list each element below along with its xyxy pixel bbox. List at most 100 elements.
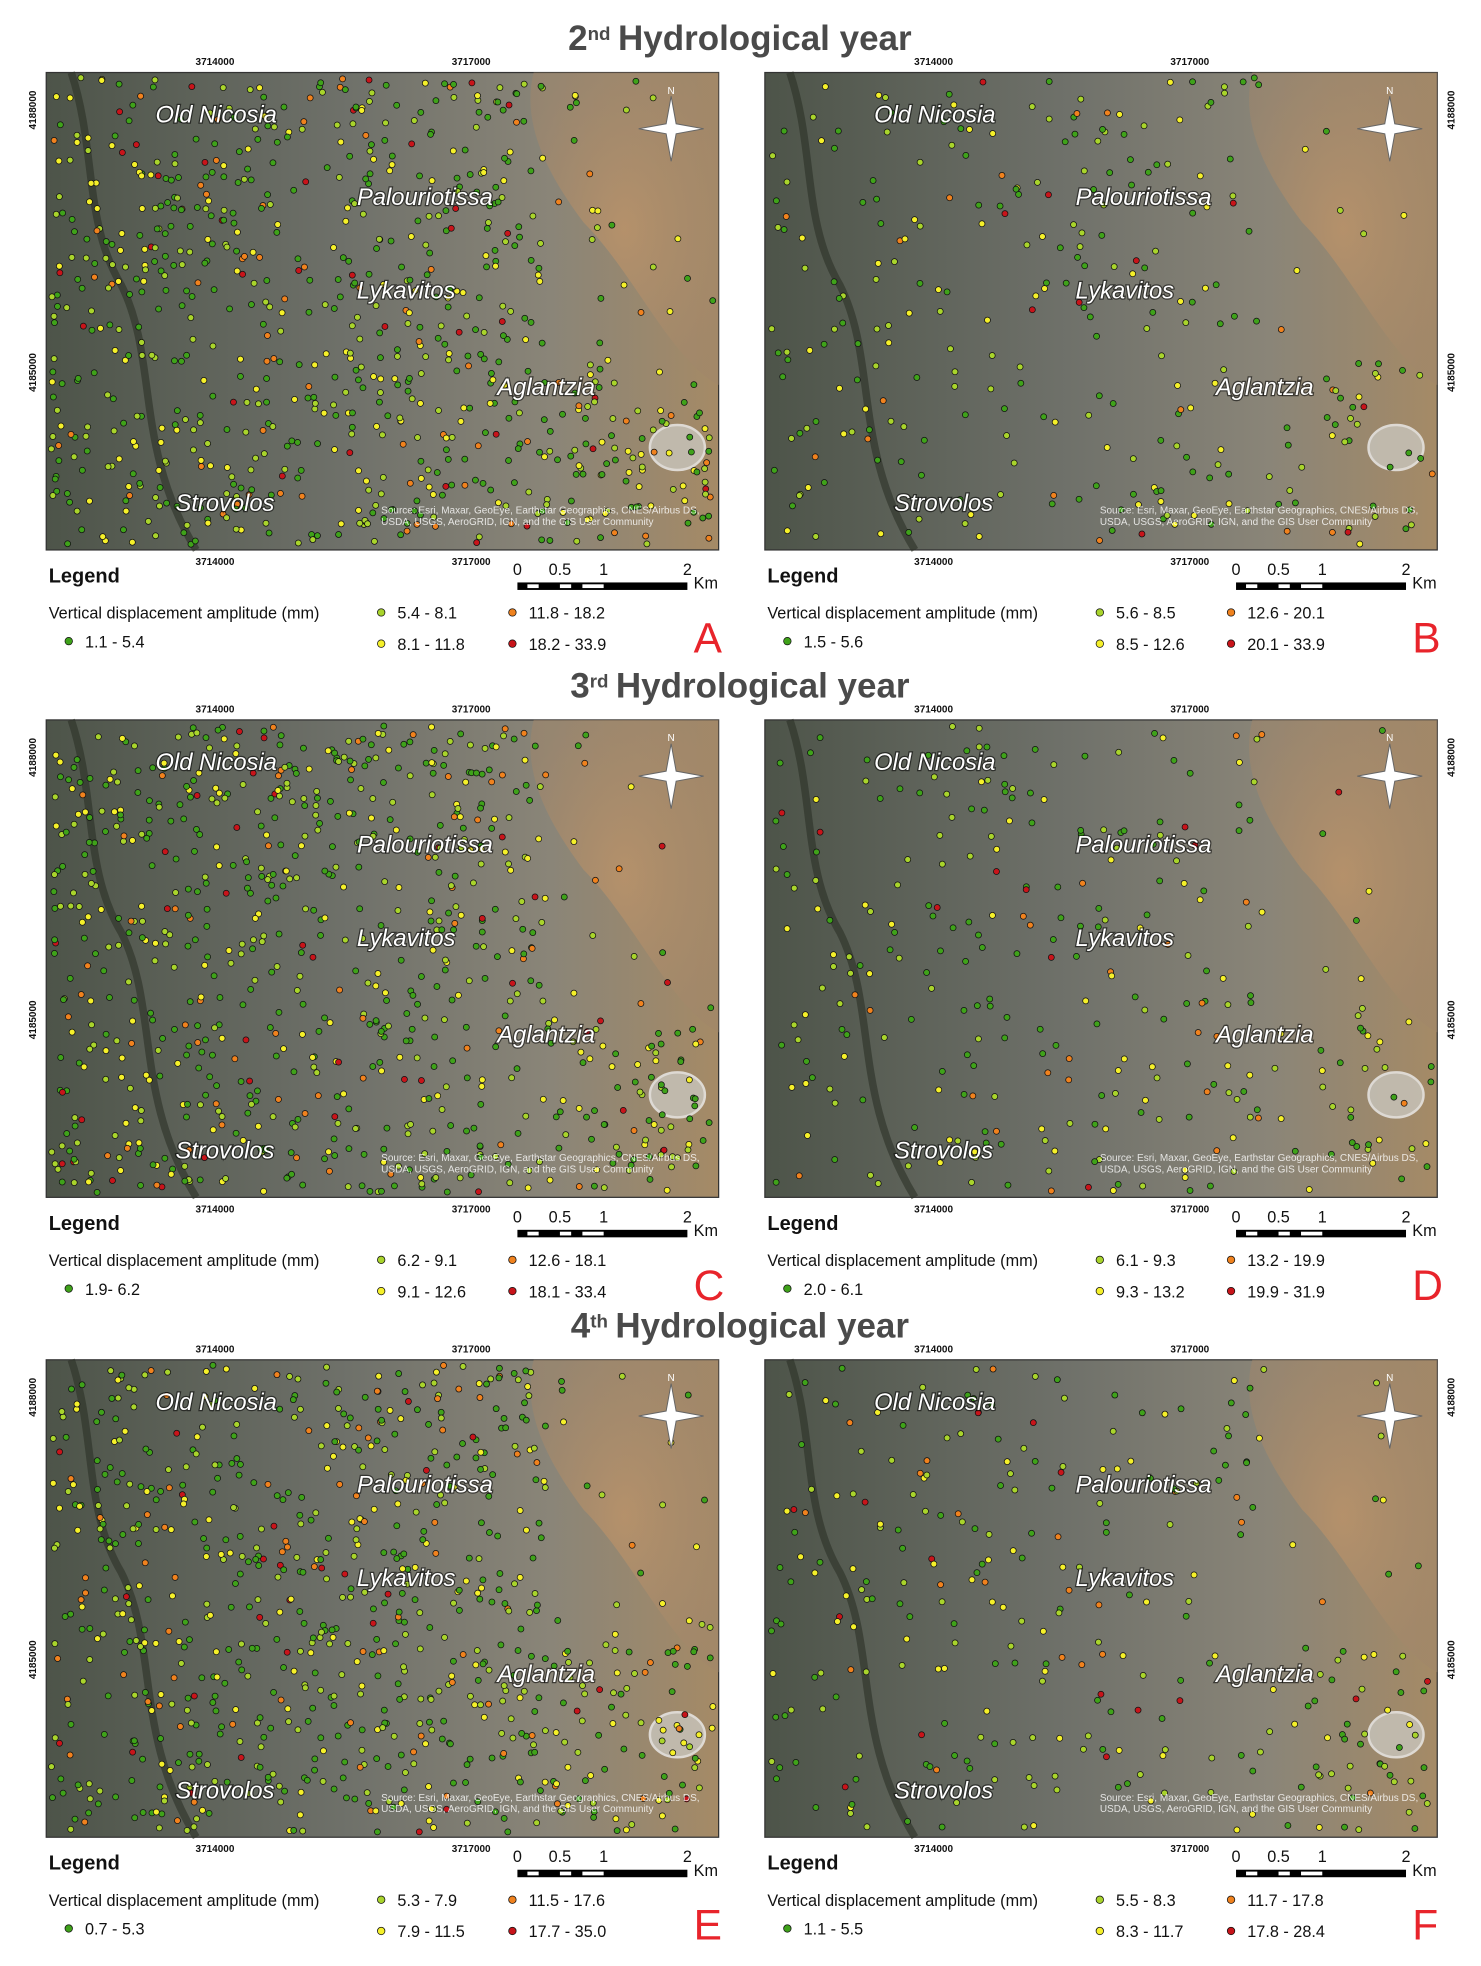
point	[925, 902, 933, 910]
point	[872, 275, 880, 283]
point	[281, 295, 289, 303]
point	[167, 1526, 175, 1534]
point	[1098, 1092, 1106, 1099]
point	[298, 1494, 306, 1501]
point	[151, 244, 159, 252]
point	[345, 809, 353, 817]
point	[299, 941, 307, 949]
point	[342, 217, 350, 225]
point	[78, 1381, 86, 1389]
point	[1094, 923, 1102, 931]
point	[181, 1162, 189, 1170]
point	[286, 1373, 293, 1380]
point	[199, 1806, 206, 1814]
point	[513, 90, 521, 98]
point	[1001, 405, 1008, 412]
point	[520, 729, 528, 737]
point	[1054, 883, 1062, 891]
point	[647, 1659, 654, 1666]
point	[1001, 788, 1009, 796]
point	[139, 1809, 147, 1816]
point	[529, 929, 537, 937]
point	[380, 722, 388, 730]
point	[118, 1054, 126, 1062]
point	[1221, 83, 1228, 91]
point	[534, 271, 542, 279]
point	[442, 956, 449, 964]
point	[284, 1489, 292, 1497]
point	[1352, 1695, 1360, 1703]
point	[317, 1442, 325, 1450]
point	[144, 1596, 152, 1604]
point	[772, 1713, 780, 1721]
point	[514, 1647, 522, 1654]
point	[1053, 1786, 1061, 1794]
point	[961, 411, 969, 419]
point	[501, 1600, 509, 1607]
point	[113, 1478, 121, 1486]
point	[1099, 1650, 1106, 1658]
point	[531, 742, 539, 750]
point	[498, 833, 506, 841]
point	[171, 1025, 178, 1033]
point	[1277, 1030, 1285, 1038]
point	[847, 969, 854, 977]
point	[151, 957, 159, 965]
point	[250, 936, 257, 944]
point	[820, 479, 828, 486]
point	[849, 1490, 857, 1498]
point	[1109, 400, 1117, 407]
point	[321, 867, 329, 875]
point	[390, 1548, 398, 1556]
point	[184, 1100, 191, 1108]
point	[592, 876, 599, 884]
panel-letter: B	[1412, 615, 1440, 662]
point	[478, 770, 486, 778]
point	[963, 1757, 971, 1765]
point	[346, 757, 354, 765]
point	[386, 1407, 394, 1414]
point	[1003, 432, 1010, 439]
point	[394, 1500, 402, 1508]
point	[244, 145, 252, 153]
point	[158, 772, 166, 780]
point	[1065, 1055, 1073, 1062]
point	[648, 1073, 655, 1081]
point	[1030, 1822, 1038, 1829]
point	[290, 1068, 298, 1076]
point	[344, 1183, 352, 1190]
scale-label: 0	[513, 1848, 522, 1866]
point	[691, 1095, 699, 1103]
point	[1208, 1754, 1216, 1762]
legend-swatch	[508, 608, 517, 617]
point	[425, 1095, 433, 1102]
point	[321, 1014, 328, 1022]
point	[1138, 1409, 1146, 1417]
point	[276, 1405, 284, 1413]
point	[356, 519, 364, 527]
point	[524, 367, 532, 375]
point	[215, 1107, 222, 1115]
place-name: Lykavitos	[357, 279, 456, 305]
point	[637, 1000, 645, 1007]
point	[528, 945, 536, 952]
point	[938, 1598, 946, 1606]
point	[175, 1638, 183, 1645]
point	[62, 1433, 70, 1441]
point	[333, 1093, 341, 1100]
point	[581, 759, 589, 767]
point	[189, 335, 197, 343]
point	[560, 893, 568, 901]
point	[192, 1450, 200, 1458]
point	[160, 759, 168, 767]
point	[285, 1718, 292, 1725]
point	[430, 1063, 438, 1070]
point	[330, 305, 338, 312]
point	[365, 270, 373, 278]
point	[141, 245, 149, 253]
point	[514, 1129, 522, 1137]
point	[230, 114, 238, 121]
point	[346, 1414, 354, 1422]
point	[272, 894, 280, 902]
